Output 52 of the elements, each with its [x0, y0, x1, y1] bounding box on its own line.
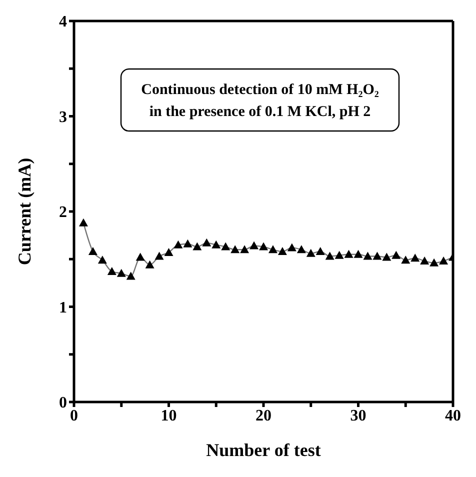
point [430, 258, 439, 266]
x-tick-label: 0 [70, 407, 78, 424]
point [363, 252, 372, 260]
annotation: Continuous detection of 10 mM H₂O₂ in the presence of 0.1 M KCl, pH 2 [141, 82, 380, 120]
point [372, 252, 382, 260]
x-tick-label: 20 [256, 407, 272, 424]
point [439, 256, 448, 265]
point [325, 252, 334, 260]
x-tick-label: 40 [445, 407, 461, 424]
point [126, 272, 136, 280]
point [107, 267, 116, 276]
point [183, 239, 192, 248]
point [296, 245, 306, 254]
point [401, 256, 410, 264]
point [334, 250, 344, 259]
point [98, 256, 107, 264]
point [250, 241, 259, 250]
point [354, 250, 363, 258]
x-axis-title: Number of test [206, 440, 321, 460]
y-tick-label: 0 [59, 394, 67, 412]
point [230, 245, 240, 254]
point [78, 218, 88, 226]
point [154, 252, 164, 260]
point [240, 245, 250, 254]
point [116, 268, 126, 277]
y-tick-label: 2 [59, 204, 67, 222]
point [145, 260, 154, 268]
point [221, 242, 230, 250]
point [382, 252, 392, 261]
y-tick-label: 4 [59, 14, 67, 31]
x-tick-label: 10 [160, 407, 177, 424]
point [136, 252, 145, 261]
y-axis-title: Current (mA) [14, 158, 34, 266]
point [88, 247, 98, 256]
point [268, 245, 278, 254]
point [420, 256, 430, 265]
point [410, 254, 420, 262]
point [259, 242, 268, 250]
y-tick-label: 1 [59, 299, 67, 316]
point [392, 250, 401, 259]
point [192, 242, 202, 250]
point [287, 243, 296, 252]
point [202, 238, 212, 246]
point [278, 247, 287, 256]
y-tick-label: 3 [59, 108, 67, 126]
point [344, 250, 354, 258]
point [164, 248, 174, 256]
point [316, 247, 325, 256]
point [306, 248, 316, 257]
point [212, 240, 221, 248]
point [174, 240, 183, 248]
x-tick-label: 30 [350, 407, 366, 424]
